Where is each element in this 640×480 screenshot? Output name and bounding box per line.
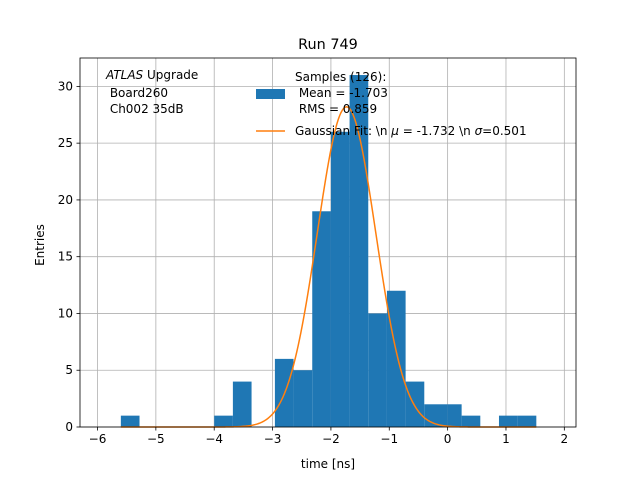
histogram-bar xyxy=(349,75,369,428)
legend-fit-part-3: =0.501 xyxy=(482,124,526,138)
y-tick-label: 25 xyxy=(58,136,73,150)
y-axis-label: Entries xyxy=(33,224,47,266)
histogram-bar xyxy=(232,381,252,427)
x-axis-label: time [ns] xyxy=(301,457,355,471)
histogram-bar xyxy=(386,290,406,427)
x-tick-label: −5 xyxy=(147,432,165,446)
x-tick-label: 0 xyxy=(444,432,452,446)
x-tick-label: 2 xyxy=(561,432,569,446)
histogram-bar xyxy=(120,415,140,427)
legend-fit-sigma-symbol: σ xyxy=(475,124,483,138)
histogram-bar xyxy=(517,415,537,427)
y-tick-label: 10 xyxy=(58,306,73,320)
x-tick-label: −4 xyxy=(205,432,223,446)
atlas-label: ATLAS xyxy=(105,68,144,82)
y-tick-label: 5 xyxy=(65,363,73,377)
legend-fit-part-1: Gaussian Fit: \n xyxy=(295,124,391,138)
x-tick-label: −3 xyxy=(264,432,282,446)
legend-fit-mu-symbol: μ xyxy=(390,124,399,138)
histogram-bar xyxy=(447,404,462,427)
legend-fit-part-2: = -1.732 \n xyxy=(399,124,475,138)
x-tick-label: −1 xyxy=(380,432,398,446)
y-tick-label: 0 xyxy=(65,420,73,434)
legend-histogram-swatch xyxy=(256,89,285,99)
x-tick-label: 1 xyxy=(502,432,510,446)
legend-histogram-label-1: Samples (126): xyxy=(295,70,386,84)
histogram-bar xyxy=(461,415,481,427)
annotation-upgrade: Upgrade xyxy=(143,68,198,82)
histogram-bar xyxy=(368,313,387,427)
histogram-bar xyxy=(498,415,518,427)
legend: Samples (126): Mean = -1.703 RMS = 0.859… xyxy=(256,70,527,138)
histogram-bar xyxy=(293,370,313,427)
legend-histogram-label-3: RMS = 0.859 xyxy=(295,102,377,116)
x-tick-label: −2 xyxy=(322,432,340,446)
histogram-bar xyxy=(214,415,233,427)
annotation-line-1: ATLAS Upgrade xyxy=(105,68,198,82)
y-tick-label: 30 xyxy=(58,79,73,93)
y-tick-label: 15 xyxy=(58,250,73,264)
x-axis-ticks: −6 −5 −4 −3 −2 −1 0 1 2 xyxy=(89,427,568,446)
annotation-channel: Ch002 35dB xyxy=(106,102,184,116)
legend-histogram-label-2: Mean = -1.703 xyxy=(295,86,388,100)
x-tick-label: −6 xyxy=(89,432,107,446)
histogram-bar xyxy=(405,381,425,427)
histogram-bar xyxy=(330,131,350,428)
y-axis-ticks: 0 5 10 15 20 25 30 xyxy=(58,79,80,434)
histogram-bar xyxy=(312,211,331,427)
plot-frame xyxy=(79,57,577,428)
atlas-annotation: ATLAS Upgrade Board260 Ch002 35dB xyxy=(105,68,198,116)
histogram-bars xyxy=(120,75,537,428)
y-tick-label: 20 xyxy=(58,193,73,207)
annotation-board: Board260 xyxy=(106,86,168,100)
legend-fit-label: Gaussian Fit: \n μ = -1.732 \n σ=0.501 xyxy=(295,124,527,138)
chart-title: Run 749 xyxy=(298,37,358,53)
